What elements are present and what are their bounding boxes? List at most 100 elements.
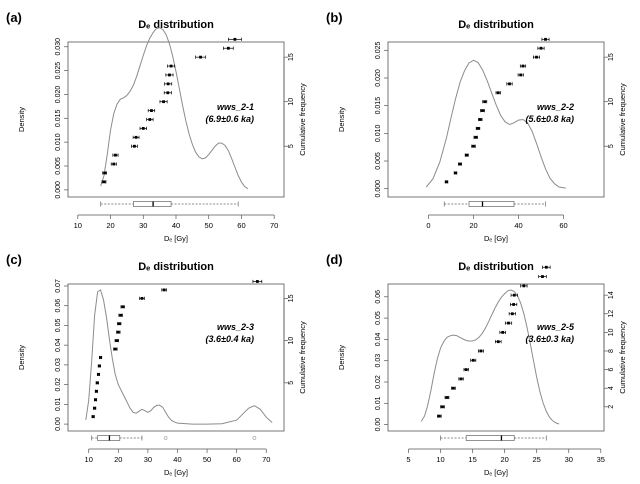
boxplot-box <box>468 201 515 207</box>
x-tick-label: 5 <box>406 455 410 464</box>
y-tick-label: 0.020 <box>55 86 62 104</box>
sample-annotation: (3.6±0.3 ka) <box>526 334 574 344</box>
cumulative-point <box>508 82 511 86</box>
y-tick-label: 0.01 <box>55 397 62 411</box>
x-tick-label: 40 <box>514 221 522 230</box>
x-axis-label: Dₑ [Gy] <box>484 234 508 243</box>
y2-tick-label: 5 <box>288 144 295 148</box>
cumulative-point <box>501 330 505 334</box>
x-tick-label: 50 <box>203 455 211 464</box>
y-tick-label: 0.015 <box>375 97 382 115</box>
cumulative-point <box>114 153 117 157</box>
y-tick-label: 0.030 <box>55 38 62 56</box>
cumulative-point <box>458 162 462 166</box>
y-tick-label: 0.000 <box>55 181 62 199</box>
cumulative-point <box>451 386 455 390</box>
x-tick-label: 40 <box>172 221 180 230</box>
sample-annotation: (3.6±0.4 ka) <box>206 334 254 344</box>
x-tick-label: 30 <box>565 455 573 464</box>
cumulative-point <box>168 73 171 77</box>
boxplot-box <box>133 201 172 207</box>
cumulative-point <box>233 37 237 41</box>
y-tick-label: 0.00 <box>375 418 382 432</box>
cumulative-point <box>521 64 525 68</box>
boxplot-outlier <box>163 436 168 440</box>
x-tick-label: 50 <box>205 221 213 230</box>
cumulative-point <box>162 100 165 104</box>
y2-tick-label: 5 <box>608 144 615 148</box>
cumulative-point <box>496 340 500 344</box>
y2-tick-label: 10 <box>288 98 295 106</box>
panel-label: (d) <box>326 252 343 267</box>
y-tick-label: 0.02 <box>375 375 382 389</box>
y-axis-label: Density <box>337 345 346 370</box>
y-tick-label: 0.005 <box>55 157 62 175</box>
y2-tick-label: 5 <box>288 381 295 385</box>
cumulative-point <box>102 180 106 184</box>
cumulative-point <box>97 364 101 368</box>
cumulative-point <box>544 37 547 41</box>
panel-label: (c) <box>6 252 22 267</box>
y2-tick-label: 2 <box>608 405 615 409</box>
cumulative-point <box>95 381 99 385</box>
y2-tick-label: 15 <box>608 53 615 61</box>
cumulative-point <box>512 303 516 306</box>
density-curve <box>85 289 273 425</box>
cumulative-point <box>441 405 444 409</box>
cumulative-point <box>483 100 487 104</box>
y-tick-label: 0.02 <box>55 378 62 392</box>
cumulative-point <box>119 313 123 317</box>
y-tick-label: 0.04 <box>375 332 382 346</box>
y2-tick-label: 4 <box>608 386 615 390</box>
cumulative-point <box>472 144 475 148</box>
cumulative-point <box>512 293 516 297</box>
x-tick-label: 30 <box>144 455 152 464</box>
cumulative-point <box>544 265 548 269</box>
x-tick-label: 0 <box>426 221 430 230</box>
cumulative-point <box>464 368 468 371</box>
cumulative-point <box>141 127 145 130</box>
chart-panel: (b) Dₑ distribution 0.000 0.005 0.010 0.015 0.… <box>326 10 627 243</box>
cumulative-point <box>166 82 170 86</box>
sample-annotation: (6.9±0.6 ka) <box>206 114 254 124</box>
x-axis-label: Dₑ [Gy] <box>164 234 188 243</box>
y2-axis-label: Cumulative frequency <box>298 321 307 394</box>
y2-axis-label: Cumulative frequency <box>618 83 627 156</box>
cumulative-point <box>166 91 170 95</box>
cumulative-point <box>115 339 119 343</box>
cumulative-point <box>93 406 97 410</box>
y-tick-label: 0.05 <box>55 319 62 333</box>
y2-tick-label: 15 <box>288 294 295 302</box>
x-tick-label: 30 <box>139 221 147 230</box>
boxplot-outlier <box>252 436 257 440</box>
cumulative-point <box>255 280 259 283</box>
chart-title: Dₑ distribution <box>458 261 534 273</box>
x-axis-label: Dₑ [Gy] <box>164 468 188 477</box>
cumulative-point <box>535 55 538 59</box>
y-tick-label: 0.00 <box>55 417 62 431</box>
cumulative-point <box>162 288 166 292</box>
cumulative-point <box>112 162 116 166</box>
y2-tick-label: 6 <box>608 368 615 372</box>
y-tick-label: 0.07 <box>55 279 62 293</box>
x-axis-label: Dₑ [Gy] <box>484 468 508 477</box>
cumulative-point <box>481 109 484 112</box>
cumulative-point <box>454 171 457 175</box>
cumulative-point <box>522 284 526 288</box>
cumulative-point <box>103 171 107 175</box>
chart-title: Dₑ distribution <box>458 19 534 31</box>
y2-tick-label: 12 <box>608 310 615 318</box>
y2-tick-label: 10 <box>608 98 615 106</box>
cumulative-point <box>226 46 230 50</box>
y2-tick-label: 15 <box>288 53 295 61</box>
cumulative-point <box>117 322 121 326</box>
cumulative-point <box>99 356 102 359</box>
y-tick-label: 0.025 <box>55 62 62 80</box>
cumulative-point <box>479 349 483 353</box>
boxplot-box <box>465 435 515 441</box>
y-tick-label: 0.06 <box>375 290 382 304</box>
x-tick-label: 60 <box>232 455 240 464</box>
y2-axis-label: Cumulative frequency <box>618 321 627 394</box>
y-tick-label: 0.010 <box>375 124 382 142</box>
cumulative-point <box>140 296 144 300</box>
